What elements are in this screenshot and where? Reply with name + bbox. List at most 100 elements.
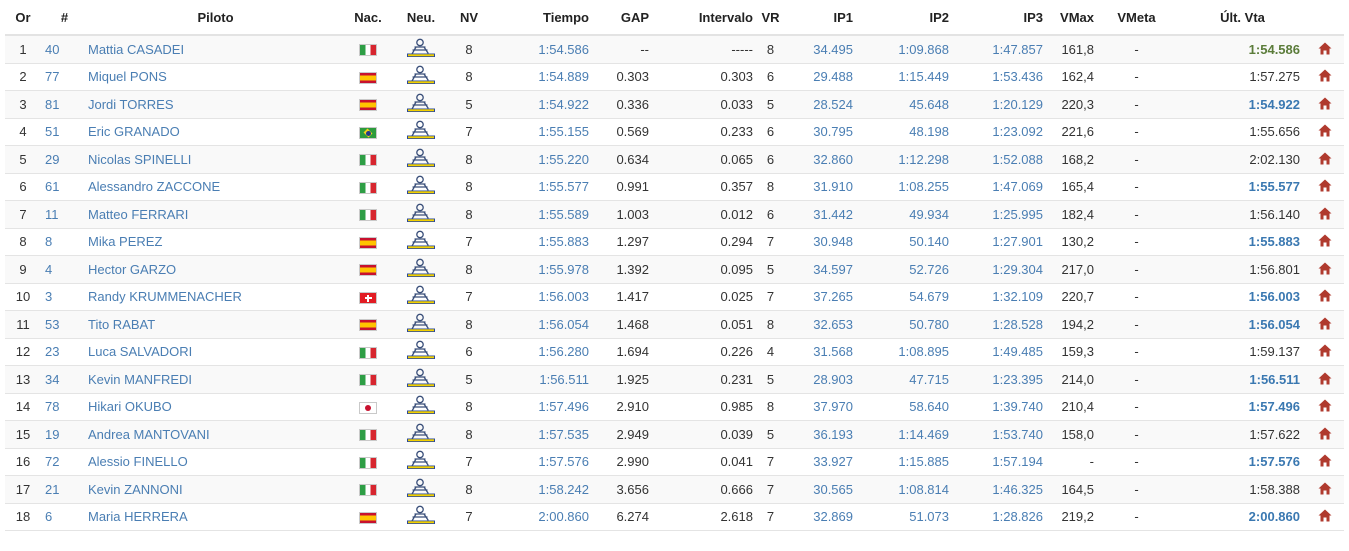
ip1-cell[interactable]: 32.653	[788, 310, 853, 339]
col-header-ip3[interactable]: IP3	[949, 0, 1043, 36]
rider-number[interactable]: 81	[41, 90, 88, 119]
best-time[interactable]: 1:55.577	[489, 173, 589, 201]
house-icon[interactable]	[1318, 69, 1332, 85]
rider-number[interactable]: 53	[41, 310, 88, 339]
ip3-cell[interactable]: 1:28.826	[949, 503, 1043, 531]
ip3-cell[interactable]: 1:53.740	[949, 420, 1043, 449]
rider-number[interactable]: 61	[41, 173, 88, 201]
house-icon[interactable]	[1318, 234, 1332, 250]
table-row[interactable]: 11 53 Tito RABAT 8 1:56.054 1.468 0.051 8 32.653…	[5, 310, 1344, 339]
rider-name[interactable]: Nicolas SPINELLI	[88, 145, 343, 174]
house-icon[interactable]	[1318, 124, 1332, 140]
rider-number[interactable]: 8	[41, 228, 88, 256]
house-icon[interactable]	[1318, 262, 1332, 278]
house-icon[interactable]	[1318, 289, 1332, 305]
ip3-cell[interactable]: 1:32.109	[949, 283, 1043, 311]
best-time[interactable]: 1:56.054	[489, 310, 589, 339]
ip1-cell[interactable]: 37.970	[788, 393, 853, 421]
table-row[interactable]: 13 34 Kevin MANFREDI 5 1:56.511 1.925 0.231 5 28…	[5, 365, 1344, 394]
rider-name[interactable]: Maria HERRERA	[88, 503, 343, 531]
ip1-cell[interactable]: 32.860	[788, 145, 853, 174]
table-row[interactable]: 14 78 Hikari OKUBO 8 1:57.496 2.910 0.985 8 37.9…	[5, 393, 1344, 421]
col-header-rider[interactable]: Piloto	[88, 0, 343, 36]
house-icon[interactable]	[1318, 454, 1332, 470]
ip3-cell[interactable]: 1:27.901	[949, 228, 1043, 256]
table-row[interactable]: 7 11 Matteo FERRARI 8 1:55.589 1.003 0.012 6 31.…	[5, 200, 1344, 229]
house-icon[interactable]	[1318, 509, 1332, 525]
ip2-cell[interactable]: 1:15.885	[853, 448, 949, 476]
ip2-cell[interactable]: 50.140	[853, 228, 949, 256]
ip3-cell[interactable]: 1:23.395	[949, 365, 1043, 394]
ip3-cell[interactable]: 1:46.325	[949, 475, 1043, 504]
rider-name[interactable]: Alessio FINELLO	[88, 448, 343, 476]
best-time[interactable]: 1:55.155	[489, 118, 589, 146]
table-row[interactable]: 5 29 Nicolas SPINELLI 8 1:55.220 0.634 0.065 6 3…	[5, 145, 1344, 174]
rider-name[interactable]: Jordi TORRES	[88, 90, 343, 119]
rider-number[interactable]: 51	[41, 118, 88, 146]
rider-number[interactable]: 19	[41, 420, 88, 449]
best-time[interactable]: 1:56.003	[489, 283, 589, 311]
rider-name[interactable]: Eric GRANADO	[88, 118, 343, 146]
rider-name[interactable]: Kevin ZANNONI	[88, 475, 343, 504]
best-time[interactable]: 1:57.576	[489, 448, 589, 476]
table-row[interactable]: 6 61 Alessandro ZACCONE 8 1:55.577 0.991 0.357…	[5, 173, 1344, 201]
rider-number[interactable]: 21	[41, 475, 88, 504]
best-time[interactable]: 1:57.496	[489, 393, 589, 421]
best-time[interactable]: 1:54.586	[489, 35, 589, 64]
col-header-best-lap[interactable]: VR	[753, 0, 788, 36]
ip3-cell[interactable]: 1:57.194	[949, 448, 1043, 476]
col-header-vmax[interactable]: VMax	[1043, 0, 1094, 36]
ip1-cell[interactable]: 32.869	[788, 503, 853, 531]
house-icon[interactable]	[1318, 97, 1332, 113]
rider-number[interactable]: 77	[41, 63, 88, 91]
house-icon[interactable]	[1318, 427, 1332, 443]
ip2-cell[interactable]: 54.679	[853, 283, 949, 311]
ip3-cell[interactable]: 1:39.740	[949, 393, 1043, 421]
rider-name[interactable]: Kevin MANFREDI	[88, 365, 343, 394]
ip3-cell[interactable]: 1:25.995	[949, 200, 1043, 229]
ip1-cell[interactable]: 31.568	[788, 338, 853, 366]
col-header-tyre[interactable]: Neu.	[393, 0, 449, 36]
rider-number[interactable]: 34	[41, 365, 88, 394]
rider-name[interactable]: Mika PEREZ	[88, 228, 343, 256]
ip1-cell[interactable]: 37.265	[788, 283, 853, 311]
best-time[interactable]: 1:55.220	[489, 145, 589, 174]
best-time[interactable]: 1:58.242	[489, 475, 589, 504]
rider-name[interactable]: Miquel PONS	[88, 63, 343, 91]
table-row[interactable]: 4 51 Eric GRANADO 7 1:55.155 0.569 0.233 6 30.79…	[5, 118, 1344, 146]
ip3-cell[interactable]: 1:47.857	[949, 35, 1043, 64]
house-icon[interactable]	[1318, 399, 1332, 415]
ip3-cell[interactable]: 1:20.129	[949, 90, 1043, 119]
ip2-cell[interactable]: 52.726	[853, 255, 949, 284]
ip1-cell[interactable]: 29.488	[788, 63, 853, 91]
ip3-cell[interactable]: 1:29.304	[949, 255, 1043, 284]
house-icon[interactable]	[1318, 42, 1332, 58]
ip3-cell[interactable]: 1:52.088	[949, 145, 1043, 174]
rider-number[interactable]: 3	[41, 283, 88, 311]
table-row[interactable]: 17 21 Kevin ZANNONI 8 1:58.242 3.656 0.666 7 30.…	[5, 475, 1344, 504]
ip2-cell[interactable]: 51.073	[853, 503, 949, 531]
col-header-nation[interactable]: Nac.	[343, 0, 393, 36]
house-icon[interactable]	[1318, 207, 1332, 223]
col-header-ip1[interactable]: IP1	[788, 0, 853, 36]
table-row[interactable]: 18 6 Maria HERRERA 7 2:00.860 6.274 2.618 7 32.8…	[5, 503, 1344, 531]
ip2-cell[interactable]: 1:08.895	[853, 338, 949, 366]
table-row[interactable]: 2 77 Miquel PONS 8 1:54.889 0.303 0.303 6 29.488…	[5, 63, 1344, 91]
col-header-ip2[interactable]: IP2	[853, 0, 949, 36]
ip1-cell[interactable]: 30.948	[788, 228, 853, 256]
best-time[interactable]: 1:57.535	[489, 420, 589, 449]
best-time[interactable]: 1:54.889	[489, 63, 589, 91]
col-header-last-lap[interactable]: Últ. Vta	[1179, 0, 1306, 36]
col-header-time[interactable]: Tiempo	[489, 0, 589, 36]
ip3-cell[interactable]: 1:28.528	[949, 310, 1043, 339]
ip1-cell[interactable]: 31.910	[788, 173, 853, 201]
rider-number[interactable]: 72	[41, 448, 88, 476]
ip3-cell[interactable]: 1:23.092	[949, 118, 1043, 146]
table-row[interactable]: 15 19 Andrea MANTOVANI 8 1:57.535 2.949 0.039 5…	[5, 420, 1344, 449]
ip2-cell[interactable]: 49.934	[853, 200, 949, 229]
rider-name[interactable]: Hector GARZO	[88, 255, 343, 284]
rider-number[interactable]: 23	[41, 338, 88, 366]
ip1-cell[interactable]: 31.442	[788, 200, 853, 229]
house-icon[interactable]	[1318, 482, 1332, 498]
ip1-cell[interactable]: 30.565	[788, 475, 853, 504]
